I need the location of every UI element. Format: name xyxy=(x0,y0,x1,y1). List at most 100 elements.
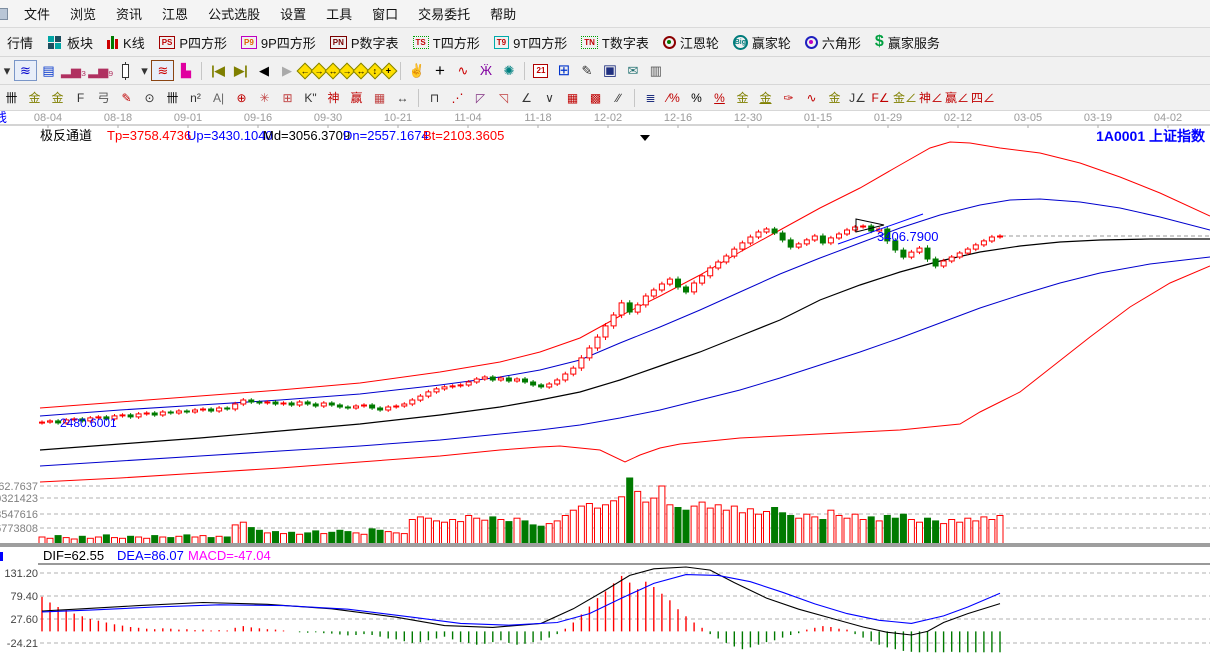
j-angle[interactable]: J∠ xyxy=(849,90,866,105)
report-list[interactable]: ▤ xyxy=(42,63,55,78)
sep1 xyxy=(201,61,203,80)
toolbar-button-winner-wheel[interactable]: Big 赢家轮 xyxy=(726,30,798,54)
dropdown-caret[interactable]: ▾ xyxy=(3,63,11,78)
volume-bar xyxy=(585,503,593,546)
shen-grid[interactable]: 神 xyxy=(327,90,340,105)
shen-angle[interactable]: 神∠ xyxy=(919,90,944,105)
gann-star[interactable]: ✳ xyxy=(259,90,270,105)
measure-line-tool[interactable]: ∿ xyxy=(457,63,469,78)
prev-bar[interactable]: ◀ xyxy=(258,63,269,78)
time-chart[interactable]: ≋ xyxy=(151,60,175,81)
menu-item-5[interactable]: 设置 xyxy=(280,7,307,22)
crosshair-tool[interactable]: + xyxy=(434,61,445,80)
gold-brush[interactable]: ✑ xyxy=(783,90,794,105)
trend-chart[interactable]: ≋ xyxy=(14,60,37,81)
f-angle[interactable]: F∠ xyxy=(871,90,890,105)
f-grid[interactable]: F xyxy=(76,90,85,105)
calculator[interactable]: ⊞ xyxy=(557,62,571,79)
ying-grid[interactable]: 赢 xyxy=(350,90,363,105)
candle-caret[interactable]: ▾ xyxy=(141,63,148,78)
macd-label: MACD=-47.04 xyxy=(188,548,271,563)
red-grid-2[interactable]: ▩ xyxy=(589,90,602,105)
gold-angle-box[interactable]: 金 xyxy=(828,90,841,105)
date-label: 01-29 xyxy=(874,112,902,124)
gold-circle[interactable]: 金 xyxy=(736,90,749,105)
menu-item-1[interactable]: 浏览 xyxy=(70,7,97,22)
coil-tool[interactable]: 弓 xyxy=(97,90,110,105)
toolbar-button-sectors[interactable]: 板块 xyxy=(40,30,100,54)
notes[interactable]: ✎ xyxy=(581,63,593,78)
candle-tool[interactable] xyxy=(114,60,137,81)
trend-arrows[interactable]: ∠ xyxy=(521,90,532,105)
percent[interactable]: % xyxy=(691,90,702,105)
kline-chart[interactable]: 08-04 08-18 09-01 09-16 09-30 10-21 11-04 11-18… xyxy=(0,110,1210,664)
menu-item-8[interactable]: 交易委托 xyxy=(418,7,471,22)
toolbar-button-quotes[interactable]: 行情 xyxy=(0,30,40,54)
v-wave[interactable]: ∨ xyxy=(545,90,554,105)
wave-tool[interactable]: ∿ xyxy=(806,90,817,105)
toolbar-button-gann-wheel[interactable]: 江恩轮 xyxy=(656,30,726,54)
grid-tool[interactable]: 卌 xyxy=(5,90,18,105)
save[interactable]: ▣ xyxy=(602,62,618,79)
gann-target[interactable]: ⊕ xyxy=(236,90,247,105)
toolbar-button-t-number-table[interactable]: TN T数字表 xyxy=(574,30,656,54)
gold-grid-2[interactable]: 金 xyxy=(51,90,64,105)
toolbar-button-kline[interactable]: K线 xyxy=(100,30,152,54)
parallel-lines[interactable]: ∕∕ xyxy=(616,90,621,105)
n-squared[interactable]: n² xyxy=(190,90,201,105)
chart-area[interactable]: 08-04 08-18 09-01 09-16 09-30 10-21 11-04 11-18… xyxy=(0,110,1210,664)
toolbar-button-9t-square[interactable]: T9 9T四方形 xyxy=(487,30,575,54)
menu-item-0[interactable]: 文件 xyxy=(24,7,51,22)
pattern-tool[interactable]: ✺ xyxy=(503,63,515,78)
angle-a[interactable]: A| xyxy=(212,90,225,105)
toolbar-button-p-number-table[interactable]: PN P数字表 xyxy=(323,30,406,54)
chart-9[interactable]: ▂▅₉ xyxy=(88,63,114,78)
gold-lines[interactable]: 金 xyxy=(759,90,772,105)
fan-box-1[interactable]: ◸ xyxy=(475,90,486,105)
diamond-all[interactable]: + xyxy=(380,60,398,81)
toolbar-button-hexagon[interactable]: 六角形 xyxy=(798,30,868,54)
toolbar-button-winner-service[interactable]: $ 赢家服务 xyxy=(868,30,947,54)
menu-item-3[interactable]: 江恩 xyxy=(162,7,189,22)
si-angle[interactable]: 四∠ xyxy=(971,90,996,105)
marker-pen[interactable]: ✎ xyxy=(121,90,132,105)
gann-grid-box[interactable]: ⊞ xyxy=(282,90,293,105)
toolbar-button-t-square[interactable]: TS T四方形 xyxy=(406,30,487,54)
gann-knot-tool[interactable]: Ӝ xyxy=(479,63,492,78)
ledger[interactable]: ≣ xyxy=(645,90,656,105)
goto-last[interactable]: ▶| xyxy=(234,63,248,78)
percent-line[interactable]: % xyxy=(714,90,725,105)
h-measure[interactable]: ↔ xyxy=(396,90,409,105)
grid-tool-2[interactable]: 卌 xyxy=(166,90,179,105)
gann-fan[interactable]: ⋰ xyxy=(451,90,464,105)
k-quote[interactable]: K" xyxy=(304,90,317,105)
calendar[interactable]: 21 xyxy=(529,60,552,81)
fan-box-2[interactable]: ◹ xyxy=(498,90,509,105)
hand-tool[interactable]: ✌ xyxy=(408,63,426,78)
grid-123[interactable]: ▦ xyxy=(373,90,386,105)
candle-body xyxy=(940,260,947,267)
next-bar[interactable]: ▶ xyxy=(281,63,292,78)
menu-item-2[interactable]: 资讯 xyxy=(116,7,143,22)
gold-angle[interactable]: 金∠ xyxy=(893,90,918,105)
chart-3[interactable]: ▂▅₃ xyxy=(61,63,87,78)
workstation[interactable]: ▥ xyxy=(649,63,663,78)
goto-first[interactable]: |◀ xyxy=(211,63,225,78)
box-tool[interactable]: ⊓ xyxy=(429,90,440,105)
menu-item-7[interactable]: 窗口 xyxy=(372,7,399,22)
gold-grid-1[interactable]: 金 xyxy=(28,90,41,105)
percent-slash[interactable]: ⁄% xyxy=(667,90,680,105)
gann-clock[interactable]: ⊙ xyxy=(144,90,155,105)
net-mail[interactable]: ✉ xyxy=(627,63,639,78)
ying-angle[interactable]: 赢∠ xyxy=(945,90,970,105)
red-grid-1[interactable]: ▦ xyxy=(566,90,579,105)
volume-bar xyxy=(489,516,497,546)
toolbar-button-9p-square[interactable]: P9 9P四方形 xyxy=(234,30,323,54)
menu-item-6[interactable]: 工具 xyxy=(326,7,353,22)
candle-body xyxy=(127,414,134,418)
menu-item-9[interactable]: 帮助 xyxy=(490,7,517,22)
chip-distribution[interactable]: ▙ xyxy=(180,63,191,78)
menu-item-4[interactable]: 公式选股 xyxy=(208,7,261,22)
toolbar-button-p-square[interactable]: PS P四方形 xyxy=(152,30,234,54)
diamond-all-icon: + xyxy=(380,62,398,79)
